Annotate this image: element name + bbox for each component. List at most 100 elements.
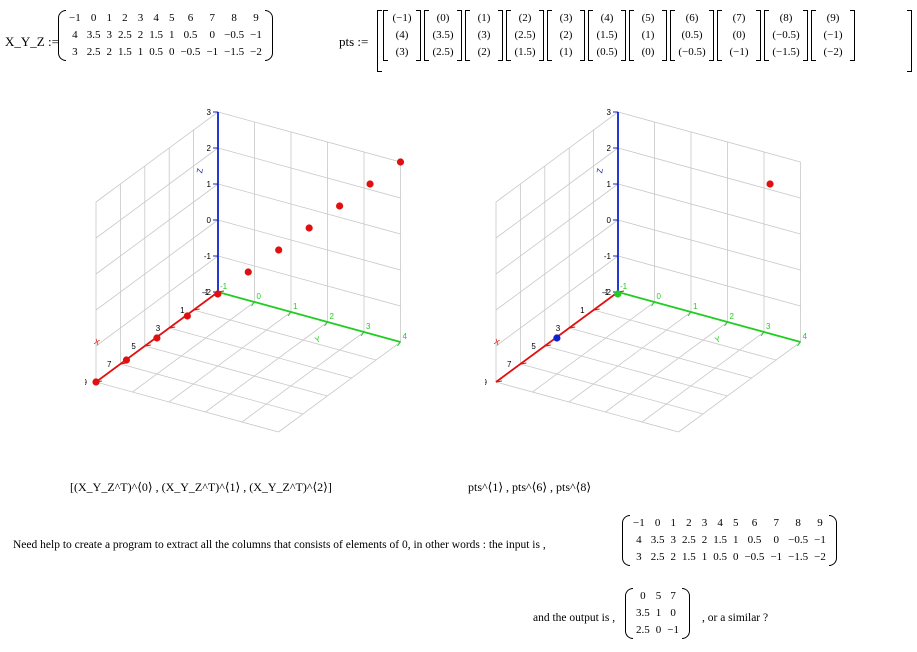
back-wall-grid-line bbox=[217, 147, 401, 199]
vector-right-bracket bbox=[580, 10, 585, 61]
x-tick-label: 9 bbox=[85, 378, 88, 387]
pts-cell: (2) bbox=[477, 46, 491, 58]
side-wall-grid-line bbox=[95, 219, 219, 311]
back-wall-grid-line bbox=[217, 255, 401, 307]
input-cell: 2 bbox=[701, 534, 708, 546]
output-prefix: and the output is , bbox=[533, 612, 616, 624]
y-tick-label: 4 bbox=[403, 332, 408, 341]
input-cell: 1 bbox=[670, 517, 676, 529]
y-tick bbox=[760, 331, 765, 337]
xyz-cell: −0.5 bbox=[180, 46, 201, 58]
pts-cell: (2.5) bbox=[514, 29, 536, 41]
y-tick bbox=[360, 331, 365, 337]
floor-grid-line bbox=[678, 341, 801, 433]
input-cell: 0 bbox=[654, 517, 661, 529]
pts-cell: (9) bbox=[826, 12, 840, 24]
xyz-cell: 2.5 bbox=[86, 46, 101, 58]
output-cell: −1 bbox=[667, 624, 679, 636]
input-cell: 0.5 bbox=[713, 551, 727, 563]
floor-grid-line bbox=[569, 327, 752, 379]
input-cell: −0.5 bbox=[744, 551, 765, 563]
z-axis-name: Z bbox=[595, 167, 605, 173]
pts-cell: (1) bbox=[477, 12, 491, 24]
data-point bbox=[766, 180, 774, 188]
x-tick-label: -1 bbox=[202, 288, 210, 297]
pts-vector: (7) (0) (−1) bbox=[717, 10, 761, 61]
xyz-cell: 1 bbox=[137, 46, 144, 58]
y-tick bbox=[324, 321, 328, 327]
floor-grid-line bbox=[120, 363, 304, 415]
floor-grid-line bbox=[168, 311, 292, 403]
back-wall-grid-line bbox=[617, 255, 801, 307]
y-tick bbox=[797, 341, 801, 347]
pts-cell: (−2) bbox=[823, 46, 843, 58]
floor-grid-line bbox=[132, 301, 255, 393]
floor-grid-line bbox=[605, 321, 728, 413]
y-axis-line bbox=[217, 291, 401, 343]
pts-cell: (0) bbox=[641, 46, 655, 58]
xyz-row: 4 3.5 3 2.5 2 1.5 1 0.5 0 −0.5 −1 bbox=[66, 27, 265, 44]
xyz-cell: 0.5 bbox=[183, 29, 198, 41]
y-tick-label: 0 bbox=[657, 292, 662, 301]
x-axis-name: X bbox=[93, 337, 102, 348]
y-tick-label: 0 bbox=[257, 292, 262, 301]
input-cell: 1 bbox=[701, 551, 708, 563]
output-cell: 3.5 bbox=[636, 607, 650, 619]
y-tick-label: -1 bbox=[620, 282, 628, 291]
z-tick-label: -2 bbox=[604, 288, 612, 297]
input-cell: 0 bbox=[773, 534, 780, 546]
y-tick-label: 2 bbox=[730, 312, 735, 321]
output-cell: 0 bbox=[640, 590, 646, 602]
input-row: −1 0 1 2 3 4 5 6 7 8 9 bbox=[630, 515, 829, 532]
x-tick-label: 9 bbox=[485, 378, 488, 387]
side-wall-grid-line bbox=[95, 147, 219, 239]
pts-cell: (−0.5) bbox=[678, 46, 706, 58]
x-tick-label: 5 bbox=[131, 342, 136, 351]
pts-cell: (2.5) bbox=[432, 46, 454, 58]
pts-cell: (0) bbox=[732, 29, 746, 41]
pts-vector: (8) (−0.5) (−1.5) bbox=[764, 10, 808, 61]
floor-grid-line bbox=[144, 345, 328, 397]
z-tick-label: -1 bbox=[204, 252, 212, 261]
pts-cell: (0) bbox=[436, 12, 450, 24]
input-cell: 4 bbox=[717, 517, 723, 529]
floor-grid-line bbox=[278, 341, 401, 433]
xyz-cell: 0 bbox=[168, 46, 175, 58]
input-cell: −1 bbox=[633, 517, 645, 529]
xyz-cell: 2 bbox=[137, 29, 144, 41]
vector-left-bracket bbox=[383, 10, 388, 61]
pts-cell: (0.5) bbox=[681, 29, 703, 41]
pts-cell: (4) bbox=[395, 29, 409, 41]
side-wall-grid-line bbox=[95, 255, 219, 347]
input-cell: 8 bbox=[795, 517, 801, 529]
x-tick-label: 3 bbox=[156, 324, 161, 333]
xyz-cell: −1.5 bbox=[224, 46, 245, 58]
input-cell: 2 bbox=[686, 517, 692, 529]
xyz-cell: 3 bbox=[106, 29, 112, 41]
back-wall-grid-line bbox=[617, 111, 801, 163]
vector-right-bracket bbox=[416, 10, 421, 61]
z-tick-label: 0 bbox=[607, 216, 612, 225]
z-tick-label: 3 bbox=[207, 108, 212, 117]
pts-cell: (2) bbox=[518, 12, 532, 24]
output-cell: 1 bbox=[655, 607, 662, 619]
y-tick-label: 2 bbox=[330, 312, 335, 321]
back-wall-grid-line bbox=[617, 219, 801, 271]
floor-grid-line bbox=[95, 381, 279, 433]
x-tick bbox=[544, 344, 551, 347]
xyz-cell: 1 bbox=[106, 12, 112, 24]
pts-cell: (−1) bbox=[392, 12, 412, 24]
xyz-cell: 2 bbox=[122, 12, 128, 24]
data-point bbox=[244, 268, 252, 276]
side-wall-grid-line bbox=[495, 111, 619, 203]
output-left-paren bbox=[625, 588, 633, 639]
pts-cell: (1.5) bbox=[514, 46, 536, 58]
right-plot-caption: pts^⟨1⟩ , pts^⟨6⟩ , pts^⟨8⟩ bbox=[468, 480, 591, 494]
vector-left-bracket bbox=[588, 10, 593, 61]
floor-grid-line bbox=[193, 309, 377, 361]
y-tick-label: 4 bbox=[803, 332, 808, 341]
floor-grid-line bbox=[520, 363, 704, 415]
xyz-cell: 0.5 bbox=[149, 46, 163, 58]
